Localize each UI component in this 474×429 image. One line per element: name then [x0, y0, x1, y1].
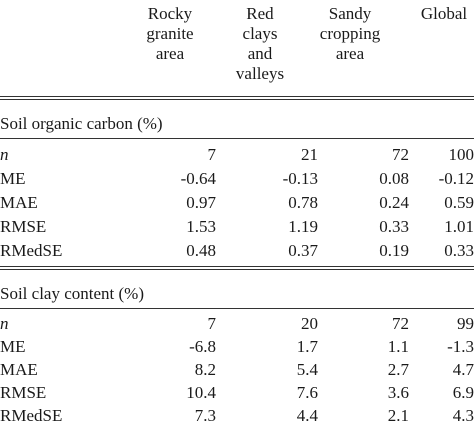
- cell: 7.6: [296, 383, 318, 402]
- table-row: ME -0.64 -0.13 0.08 -0.12: [0, 167, 474, 191]
- section-rule: [0, 308, 474, 309]
- row-label: MAE: [0, 360, 38, 379]
- row-label: ME: [0, 337, 26, 356]
- cell: 21: [301, 145, 318, 164]
- cell: 0.19: [379, 241, 409, 260]
- cell: 4.4: [296, 406, 318, 425]
- cell: 7: [207, 314, 217, 333]
- cell: 1.1: [387, 337, 409, 356]
- table-row: RMSE 1.53 1.19 0.33 1.01: [0, 215, 474, 239]
- cell: 0.78: [288, 193, 318, 212]
- cell: 1.19: [288, 217, 318, 236]
- row-label: RMedSE: [0, 241, 63, 260]
- section-divider: [0, 266, 474, 270]
- cell: 0.24: [379, 193, 409, 212]
- cell: 0.33: [379, 217, 409, 236]
- cell: 0.48: [186, 241, 216, 260]
- cell: 3.6: [387, 383, 409, 402]
- section-title-soil-clay-content: Soil clay content (%): [0, 284, 144, 303]
- cell: 2.7: [387, 360, 409, 379]
- cell: 5.4: [296, 360, 318, 379]
- row-label: RMedSE: [0, 406, 63, 425]
- table-row: n 7 20 72 99: [0, 312, 474, 336]
- cell: 0.33: [444, 241, 474, 260]
- cell: 10.4: [186, 383, 216, 402]
- cell: 1.7: [296, 337, 318, 356]
- cell: 0.08: [379, 169, 409, 188]
- column-header-global: Global: [420, 4, 468, 23]
- row-label: RMSE: [0, 383, 47, 402]
- cell: 20: [301, 314, 318, 333]
- cell: 0.37: [288, 241, 318, 260]
- cell: -0.12: [438, 169, 474, 188]
- cell: 72: [392, 314, 409, 333]
- table-row: RMedSE 7.3 4.4 2.1 4.3: [0, 404, 474, 428]
- header-rule: [0, 96, 474, 100]
- cell: 72: [392, 145, 409, 164]
- cell: -6.8: [189, 337, 216, 356]
- cell: 0.97: [186, 193, 216, 212]
- row-label: n: [0, 145, 9, 164]
- cell: 1.53: [186, 217, 216, 236]
- cell: 100: [448, 145, 474, 164]
- row-label: ME: [0, 169, 26, 188]
- table-row: RMSE 10.4 7.6 3.6 6.9: [0, 381, 474, 405]
- row-label: RMSE: [0, 217, 47, 236]
- cell: -1.3: [447, 337, 474, 356]
- cell: 7: [207, 145, 217, 164]
- cell: 0.59: [444, 193, 474, 212]
- table-row: MAE 8.2 5.4 2.7 4.7: [0, 358, 474, 382]
- table-row: n 7 21 72 100: [0, 143, 474, 167]
- cell: 2.1: [387, 406, 409, 425]
- section-rule: [0, 138, 474, 139]
- cell: -0.13: [282, 169, 318, 188]
- row-label: n: [0, 314, 9, 333]
- cell: 6.9: [452, 383, 474, 402]
- table-row: ME -6.8 1.7 1.1 -1.3: [0, 335, 474, 359]
- cell: 4.3: [452, 406, 474, 425]
- cell: 4.7: [452, 360, 474, 379]
- cell: 99: [457, 314, 474, 333]
- column-header-rocky-granite: Rocky granite area: [146, 4, 194, 63]
- table-row: RMedSE 0.48 0.37 0.19 0.33: [0, 239, 474, 263]
- column-header-red-clays: Red clays and valleys: [235, 4, 285, 83]
- section-title-soil-organic-carbon: Soil organic carbon (%): [0, 114, 163, 133]
- row-label: MAE: [0, 193, 38, 212]
- cell: -0.64: [180, 169, 216, 188]
- cell: 8.2: [194, 360, 216, 379]
- column-header-sandy-cropping: Sandy cropping area: [319, 4, 381, 63]
- cell: 1.01: [444, 217, 474, 236]
- table-row: MAE 0.97 0.78 0.24 0.59: [0, 191, 474, 215]
- cell: 7.3: [194, 406, 216, 425]
